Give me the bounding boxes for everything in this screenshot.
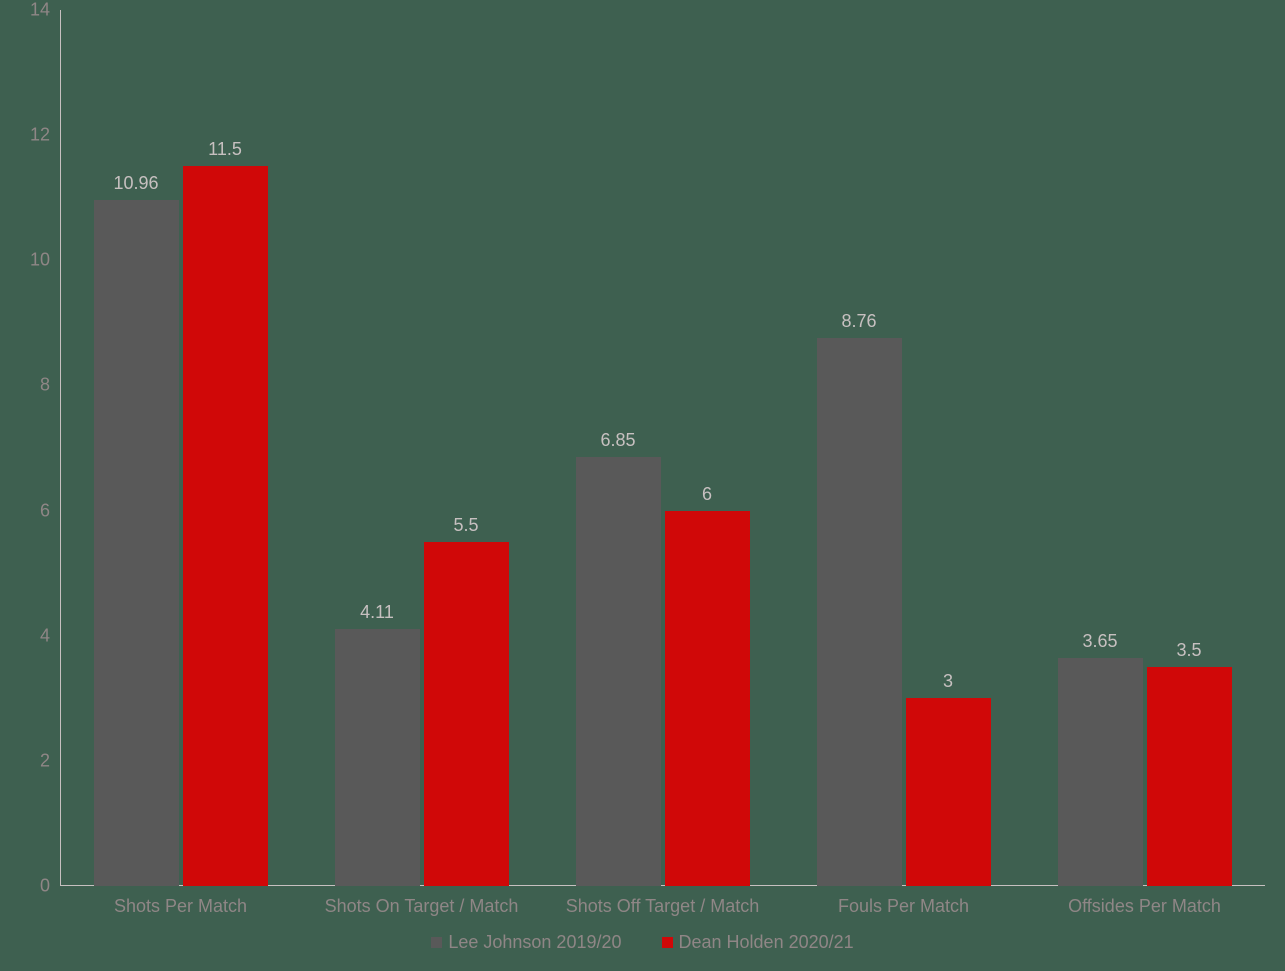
legend-swatch <box>431 937 442 948</box>
y-tick-label: 10 <box>30 250 60 271</box>
bar-wrap: 4.11 <box>335 602 420 886</box>
bar-group: 4.115.5Shots On Target / Match <box>301 10 542 886</box>
bar <box>183 166 268 886</box>
bar-value-label: 11.5 <box>208 139 242 160</box>
bar-group: 8.763Fouls Per Match <box>783 10 1024 886</box>
bar-wrap: 11.5 <box>183 139 268 886</box>
bar <box>335 629 420 886</box>
bar <box>1058 658 1143 886</box>
y-tick-label: 6 <box>40 500 60 521</box>
bar-value-label: 5.5 <box>453 515 478 536</box>
bar-wrap: 6 <box>665 484 750 886</box>
legend-label: Lee Johnson 2019/20 <box>448 932 621 953</box>
legend: Lee Johnson 2019/20 Dean Holden 2020/21 <box>0 932 1285 953</box>
bar-group: 3.653.5Offsides Per Match <box>1024 10 1265 886</box>
y-tick-label: 14 <box>30 0 60 21</box>
bar <box>94 200 179 886</box>
y-tick-label: 8 <box>40 375 60 396</box>
legend-item: Lee Johnson 2019/20 <box>431 932 621 953</box>
bars: 8.76 3 <box>783 10 1024 886</box>
x-category-label: Shots On Target / Match <box>301 886 542 917</box>
bar-wrap: 6.85 <box>576 430 661 886</box>
bar-wrap: 10.96 <box>94 173 179 886</box>
bar-wrap: 5.5 <box>424 515 509 886</box>
x-category-label: Shots Per Match <box>60 886 301 917</box>
bar-value-label: 10.96 <box>113 173 158 194</box>
x-category-label: Fouls Per Match <box>783 886 1024 917</box>
x-category-label: Shots Off Target / Match <box>542 886 783 917</box>
bars: 6.85 6 <box>542 10 783 886</box>
bar-value-label: 6.85 <box>600 430 635 451</box>
bars: 3.65 3.5 <box>1024 10 1265 886</box>
bars: 10.96 11.5 <box>60 10 301 886</box>
y-tick-label: 2 <box>40 750 60 771</box>
legend-label: Dean Holden 2020/21 <box>679 932 854 953</box>
bar-value-label: 3.5 <box>1176 640 1201 661</box>
bar-value-label: 4.11 <box>360 602 394 623</box>
chart-container: 02468101214 10.9611.5Shots Per Match4.11… <box>0 0 1285 971</box>
bar <box>576 457 661 886</box>
y-tick-label: 0 <box>40 876 60 897</box>
bar-value-label: 6 <box>702 484 712 505</box>
bar-wrap: 3 <box>906 671 991 886</box>
bar-group: 10.9611.5Shots Per Match <box>60 10 301 886</box>
plot-area: 02468101214 10.9611.5Shots Per Match4.11… <box>60 10 1265 886</box>
bar-group: 6.856Shots Off Target / Match <box>542 10 783 886</box>
x-category-label: Offsides Per Match <box>1024 886 1265 917</box>
bar-value-label: 3.65 <box>1082 631 1117 652</box>
y-tick-label: 12 <box>30 125 60 146</box>
bar <box>817 338 902 886</box>
bar <box>906 698 991 886</box>
y-tick-label: 4 <box>40 625 60 646</box>
bar <box>1147 667 1232 886</box>
bars: 4.11 5.5 <box>301 10 542 886</box>
bar-value-label: 3 <box>943 671 953 692</box>
bar-wrap: 3.5 <box>1147 640 1232 886</box>
bar-wrap: 3.65 <box>1058 631 1143 886</box>
legend-item: Dean Holden 2020/21 <box>662 932 854 953</box>
bar-groups: 10.9611.5Shots Per Match4.115.5Shots On … <box>60 10 1265 886</box>
bar-value-label: 8.76 <box>841 311 876 332</box>
bar <box>424 542 509 886</box>
bar-wrap: 8.76 <box>817 311 902 886</box>
bar <box>665 511 750 886</box>
legend-swatch <box>662 937 673 948</box>
